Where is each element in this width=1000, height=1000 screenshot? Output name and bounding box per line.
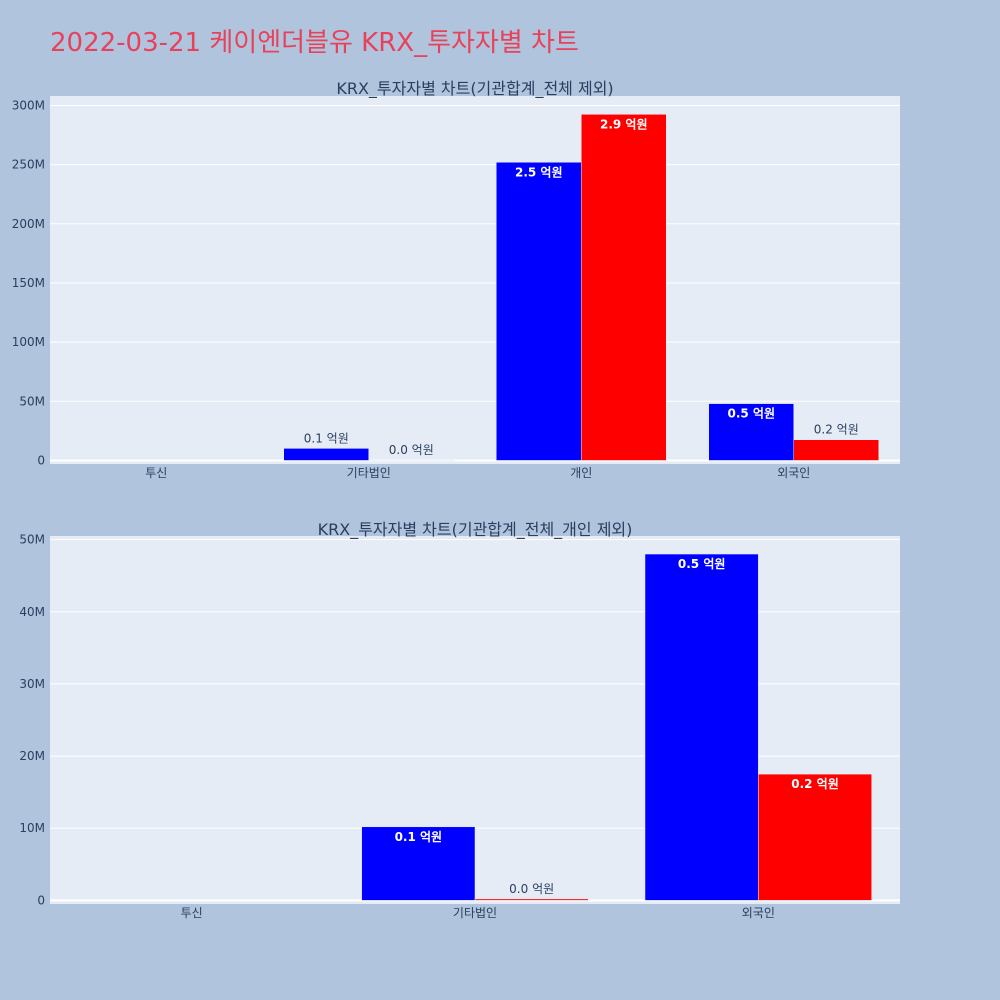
bar-data-label: 0.5 억원: [678, 557, 726, 571]
y-tick-label: 300M: [12, 98, 45, 112]
x-tick-label: 외국인: [742, 906, 775, 920]
bar: [758, 773, 872, 901]
x-tick-label: 외국인: [777, 466, 810, 480]
x-tick-label: 기타법인: [453, 906, 497, 920]
bar-data-label: 2.5 억원: [515, 165, 563, 179]
y-tick-label: 150M: [12, 276, 45, 290]
bar-data-label: 0.0 억원: [509, 882, 554, 896]
y-tick-label: 0: [37, 453, 45, 467]
bar: [474, 898, 589, 901]
bar-data-label: 0.5 억원: [727, 407, 775, 421]
bar: [644, 553, 759, 901]
bar-data-label: 0.0 억원: [389, 443, 434, 457]
bar-data-label: 0.1 억원: [395, 830, 443, 844]
x-tick-label: 투신: [181, 906, 203, 920]
bar: [496, 162, 582, 461]
bar-data-label: 0.1 억원: [304, 431, 349, 445]
y-tick-label: 40M: [19, 605, 45, 619]
bar: [361, 826, 476, 901]
y-tick-label: 10M: [19, 821, 45, 835]
x-tick-label: 개인: [570, 466, 592, 480]
y-tick-label: 50M: [19, 394, 45, 408]
bar: [793, 439, 879, 461]
y-tick-label: 50M: [19, 533, 45, 547]
y-tick-label: 200M: [12, 217, 45, 231]
x-tick-label: 기타법인: [347, 466, 391, 480]
bar: [708, 403, 794, 461]
bar: [581, 114, 667, 461]
plot-area: [50, 96, 900, 464]
bar-data-label: 0.2 억원: [814, 423, 859, 437]
page-title: 2022-03-21 케이엔더블유 KRX_투자자별 차트: [50, 28, 579, 58]
y-tick-label: 250M: [12, 158, 45, 172]
chart-subtitle: KRX_투자자별 차트(기관합계_전체 제외): [336, 79, 613, 99]
y-tick-label: 20M: [19, 749, 45, 763]
bar-data-label: 0.2 억원: [791, 777, 839, 791]
chart-top: 0 50M 100M 150M 200M 250M 300M KRX_투자자별 차트(기관합계…: [12, 79, 900, 480]
bar: [283, 448, 369, 461]
x-tick-label: 투신: [145, 466, 167, 480]
y-tick-label: 30M: [19, 677, 45, 691]
y-tick-label: 100M: [12, 335, 45, 349]
bar-data-label: 2.9 억원: [600, 117, 648, 131]
chart-subtitle: KRX_투자자별 차트(기관합계_전체_개인 제외): [318, 520, 633, 540]
y-tick-label: 0: [37, 893, 45, 907]
